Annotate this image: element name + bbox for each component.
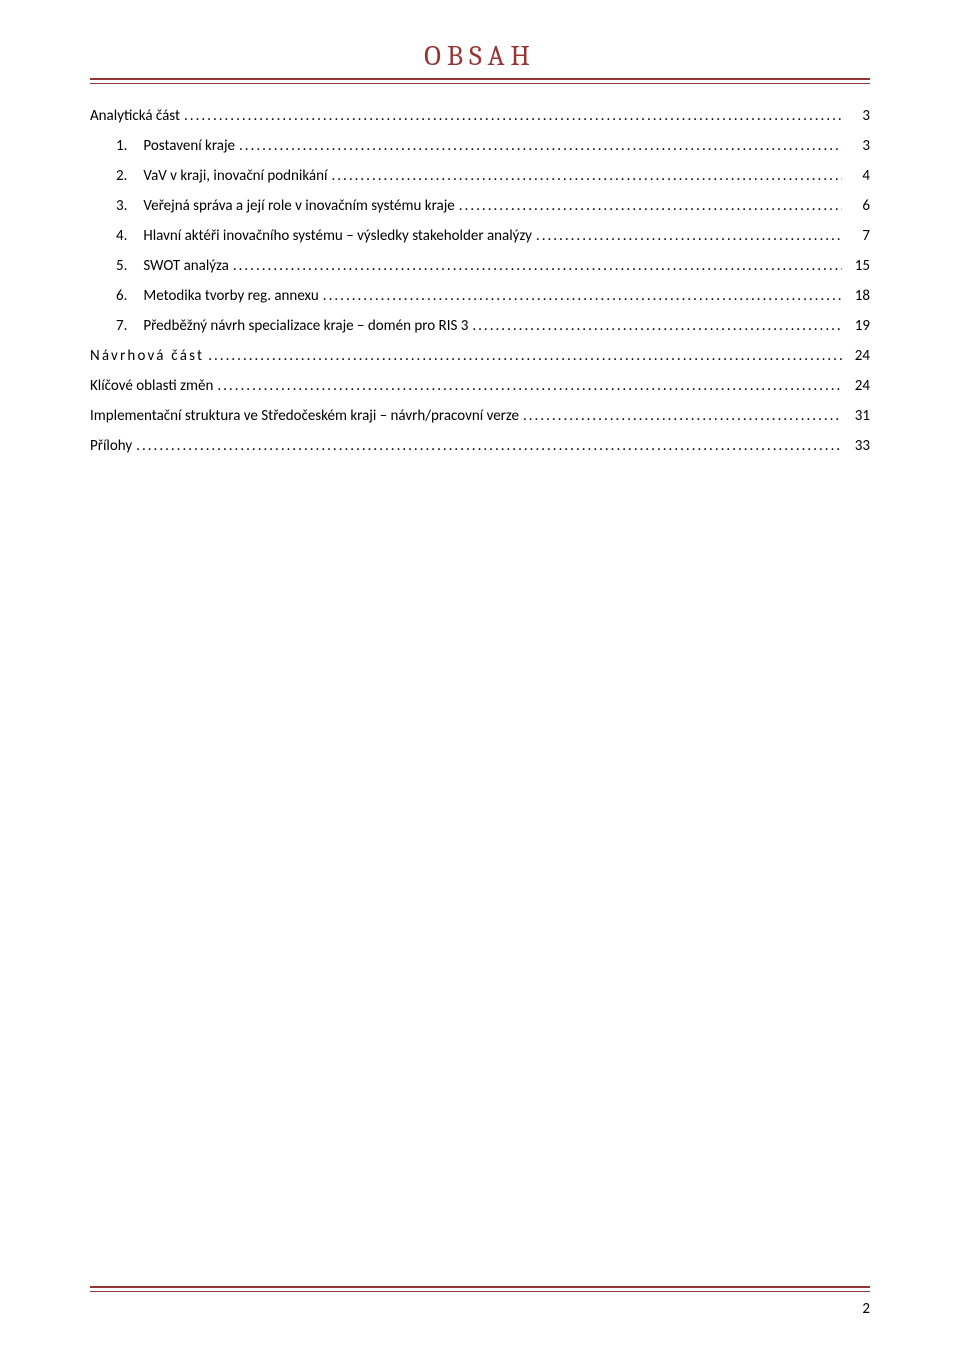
toc-dot-leader [235,136,842,157]
toc-row: 3.Veřejná správa a její role v inovačním… [90,196,870,217]
toc-row: 7.Předběžný návrh specializace kraje – d… [90,316,870,337]
toc-entry-label: Návrhová část [90,346,204,367]
toc-entry-page: 18 [842,286,870,307]
toc-entry-page: 3 [842,136,870,157]
toc-entry-number: 4. [116,226,143,247]
toc-entry-number: 2. [116,166,143,187]
toc-row: 5.SWOT analýza 15 [90,256,870,277]
toc-entry-number: 6. [116,286,143,307]
toc-entry-page: 33 [842,436,870,457]
toc-dot-leader [455,196,842,217]
toc-row: Analytická část 3 [90,106,870,127]
toc-entry-label: Analytická část [90,106,180,127]
toc-entry-label: Přílohy [90,436,132,457]
toc-dot-leader [229,256,842,277]
toc-dot-leader [327,166,842,187]
toc-entry-page: 3 [842,106,870,127]
toc-entry-page: 24 [842,346,870,367]
toc-entry-label: VaV v kraji, inovační podnikání [143,166,327,187]
toc-entry-number: 5. [116,256,143,277]
toc-entry-page: 19 [842,316,870,337]
toc-dot-leader [213,376,842,397]
toc-dot-leader [519,406,842,427]
document-page: OBSAH Analytická část 3 1.Postavení kraje 3… [0,0,960,1350]
toc-row: Klíčové oblasti změn 24 [90,376,870,397]
toc-entry-label: Předběžný návrh specializace kraje – dom… [143,316,468,337]
toc-entry-label: Postavení kraje [143,136,235,157]
title-double-rule [90,78,870,84]
toc-row: Přílohy 33 [90,436,870,457]
toc-entry-label: Hlavní aktéři inovačního systému – výsle… [143,226,532,247]
toc-dot-leader [204,346,842,367]
page-title: OBSAH [424,40,536,72]
toc-entry-page: 6 [842,196,870,217]
toc-entry-page: 24 [842,376,870,397]
toc-entry-number: 3. [116,196,143,217]
toc-dot-leader [532,226,842,247]
toc-entry-page: 4 [842,166,870,187]
toc-dot-leader [319,286,842,307]
toc-row: 6.Metodika tvorby reg. annexu 18 [90,286,870,307]
toc-row: 2.VaV v kraji, inovační podnikání 4 [90,166,870,187]
toc-dot-leader [468,316,842,337]
toc-row: Návrhová část 24 [90,346,870,367]
toc-row: Implementační struktura ve Středočeském … [90,406,870,427]
toc-row: 1.Postavení kraje 3 [90,136,870,157]
title-block: OBSAH [90,40,870,72]
footer-double-rule [90,1286,870,1292]
page-number: 2 [862,1300,870,1318]
toc-dot-leader [132,436,842,457]
toc-entry-page: 7 [842,226,870,247]
toc-entry-page: 15 [842,256,870,277]
toc-row: 4.Hlavní aktéři inovačního systému – výs… [90,226,870,247]
toc-entry-label: Veřejná správa a její role v inovačním s… [143,196,454,217]
toc-entry-label: Implementační struktura ve Středočeském … [90,406,519,427]
table-of-contents: Analytická část 3 1.Postavení kraje 3 2.VaV … [90,106,870,457]
toc-entry-label: SWOT analýza [143,256,228,277]
toc-entry-number: 7. [116,316,143,337]
toc-entry-label: Metodika tvorby reg. annexu [143,286,318,307]
toc-entry-number: 1. [116,136,143,157]
toc-dot-leader [180,106,842,127]
toc-entry-label: Klíčové oblasti změn [90,376,213,397]
toc-entry-page: 31 [842,406,870,427]
